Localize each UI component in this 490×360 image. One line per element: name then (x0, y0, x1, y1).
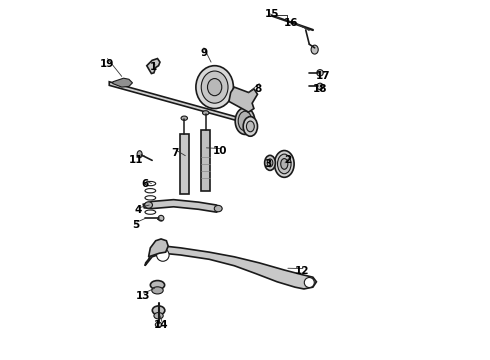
Ellipse shape (150, 280, 165, 289)
Text: 1: 1 (150, 63, 157, 72)
Text: 9: 9 (200, 48, 207, 58)
Ellipse shape (243, 117, 258, 136)
Polygon shape (147, 59, 160, 73)
Text: 3: 3 (265, 159, 272, 169)
Text: 10: 10 (213, 147, 227, 157)
Ellipse shape (304, 278, 314, 288)
Ellipse shape (154, 312, 163, 319)
Ellipse shape (267, 159, 273, 167)
Text: 8: 8 (254, 84, 261, 94)
Ellipse shape (246, 121, 254, 132)
Text: 4: 4 (134, 205, 142, 215)
Polygon shape (148, 239, 168, 257)
Ellipse shape (196, 66, 233, 109)
Polygon shape (145, 246, 317, 289)
Polygon shape (201, 130, 210, 191)
Text: 6: 6 (141, 179, 148, 189)
Ellipse shape (157, 249, 169, 261)
Ellipse shape (311, 45, 318, 54)
Ellipse shape (238, 111, 252, 131)
Ellipse shape (281, 158, 288, 169)
Ellipse shape (274, 150, 294, 177)
Ellipse shape (152, 306, 165, 315)
Ellipse shape (137, 151, 142, 158)
Text: 19: 19 (100, 59, 115, 69)
Ellipse shape (181, 116, 188, 120)
Polygon shape (113, 78, 132, 87)
Ellipse shape (277, 154, 291, 174)
Ellipse shape (214, 205, 222, 212)
Ellipse shape (145, 202, 152, 208)
Ellipse shape (152, 287, 163, 294)
Ellipse shape (155, 322, 162, 327)
Polygon shape (109, 82, 245, 123)
Polygon shape (143, 200, 222, 212)
Ellipse shape (235, 108, 255, 134)
Text: 2: 2 (284, 156, 292, 165)
Ellipse shape (201, 71, 228, 103)
Text: 11: 11 (129, 156, 143, 165)
Text: 16: 16 (284, 18, 299, 28)
Text: 13: 13 (136, 291, 150, 301)
Polygon shape (229, 87, 258, 112)
Ellipse shape (202, 111, 209, 115)
Ellipse shape (265, 156, 275, 170)
Ellipse shape (158, 215, 164, 221)
Text: 14: 14 (154, 320, 169, 330)
Ellipse shape (317, 83, 323, 90)
Ellipse shape (317, 69, 323, 76)
Polygon shape (180, 134, 189, 194)
Text: 12: 12 (295, 266, 309, 276)
Text: 18: 18 (313, 84, 327, 94)
Text: 17: 17 (316, 71, 331, 81)
Text: 5: 5 (132, 220, 140, 230)
Text: 7: 7 (172, 148, 179, 158)
Ellipse shape (207, 78, 222, 96)
Text: 15: 15 (265, 9, 279, 19)
